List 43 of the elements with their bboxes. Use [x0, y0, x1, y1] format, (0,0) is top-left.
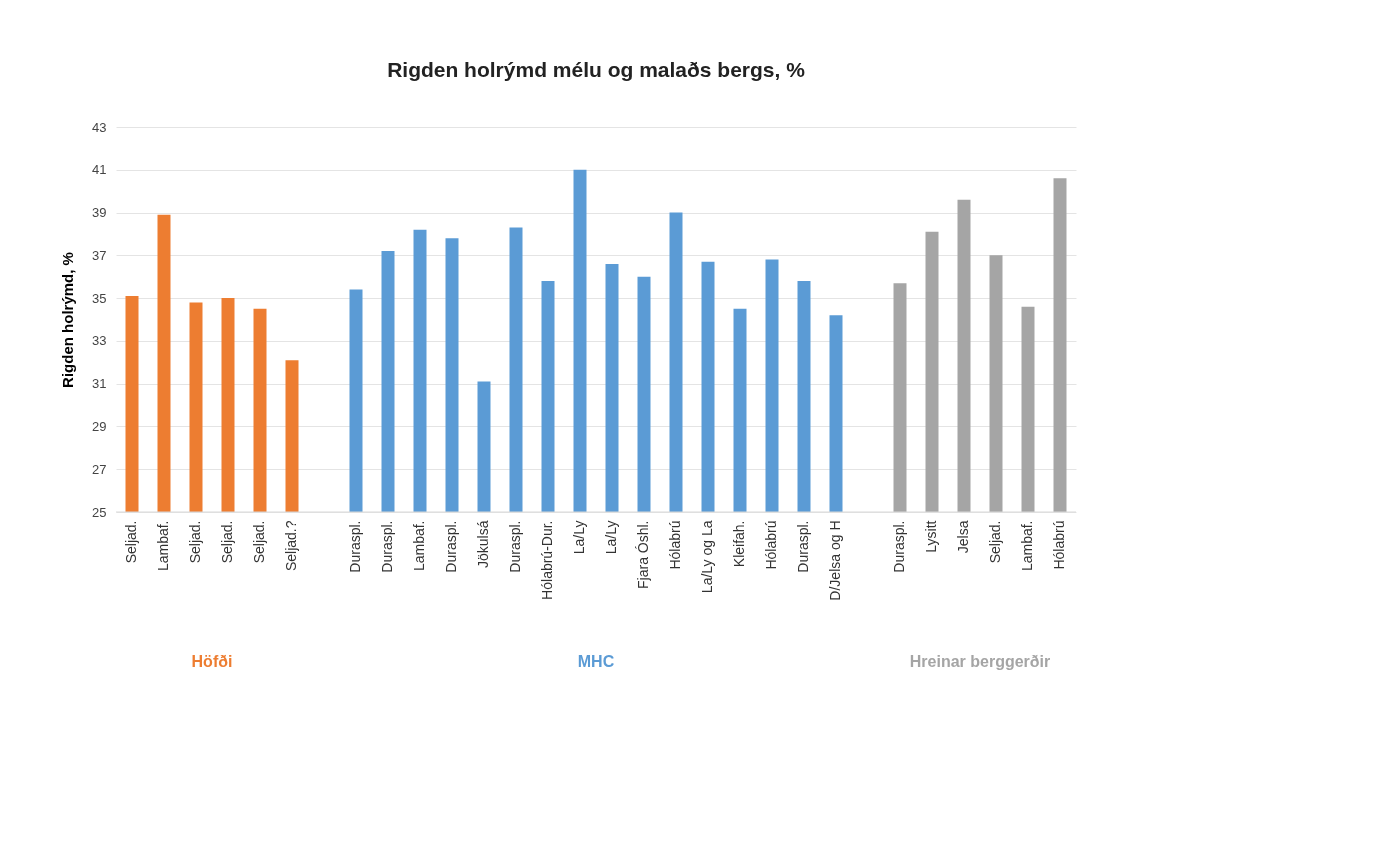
x-tick-label: Seljad. — [251, 520, 267, 564]
x-tick-label: Duraspl. — [443, 520, 459, 573]
text: Hreinar berggerðir — [909, 653, 1051, 670]
x-tick-label: Duraspl. — [795, 520, 811, 573]
x-tick-label: La/Ly — [603, 520, 619, 555]
x-tick-label: Hólabrú — [1051, 520, 1067, 570]
y-axis-title: Rigden holrýmd, % — [59, 252, 77, 388]
x-tick-label: Lambaf. — [1019, 520, 1035, 572]
x-tick-label: Jelsa — [955, 520, 971, 554]
chart-title: Rigden holrýmd mélu og malaðs bergs, % — [387, 58, 806, 81]
x-tick-label: La/Ly — [571, 520, 587, 555]
x-tick-label: Lambaf. — [155, 520, 171, 572]
text: MHC — [577, 653, 615, 670]
x-tick-label: Duraspl. — [507, 520, 523, 573]
y-tick-label: 31 — [92, 376, 107, 392]
x-tick-label: Lambaf. — [411, 520, 427, 572]
y-tick-label: 29 — [92, 418, 107, 434]
text: Höfði — [191, 653, 233, 670]
x-tick-label: Hólabrú-Dur. — [539, 520, 555, 600]
x-tick-label: Hólabrú — [667, 520, 683, 570]
x-tick-label: Duraspl. — [347, 520, 363, 573]
x-tick-label: Jökulsá — [475, 520, 491, 568]
y-tick-label: 25 — [92, 504, 107, 520]
y-tick-label: 33 — [92, 333, 107, 349]
y-tick-label: 35 — [92, 290, 107, 306]
x-tick-label: Seljad. — [123, 520, 139, 564]
x-tick-label: La/Ly og La — [699, 520, 715, 594]
x-tick-label: Duraspl. — [891, 520, 907, 573]
x-tick-label: Seljad. — [219, 520, 235, 564]
x-tick-label: D/Jelsa og H — [827, 520, 843, 601]
x-tick-label: Seljad. — [987, 520, 1003, 564]
x-tick-label: Seljad.? — [283, 520, 299, 572]
x-tick-label: Seljad. — [187, 520, 203, 564]
x-tick-label: Duraspl. — [379, 520, 395, 573]
x-tick-label: Hólabrú — [763, 520, 779, 570]
y-tick-label: 37 — [92, 247, 107, 263]
x-tick-label: Kleifah. — [731, 520, 747, 568]
x-tick-label: Fjara Óshl. — [635, 520, 651, 589]
y-tick-label: 27 — [92, 461, 107, 477]
x-tick-label: Lysitt — [923, 520, 939, 553]
y-tick-label: 41 — [92, 162, 107, 178]
y-tick-label: 39 — [92, 205, 107, 221]
y-tick-label: 43 — [92, 119, 107, 135]
